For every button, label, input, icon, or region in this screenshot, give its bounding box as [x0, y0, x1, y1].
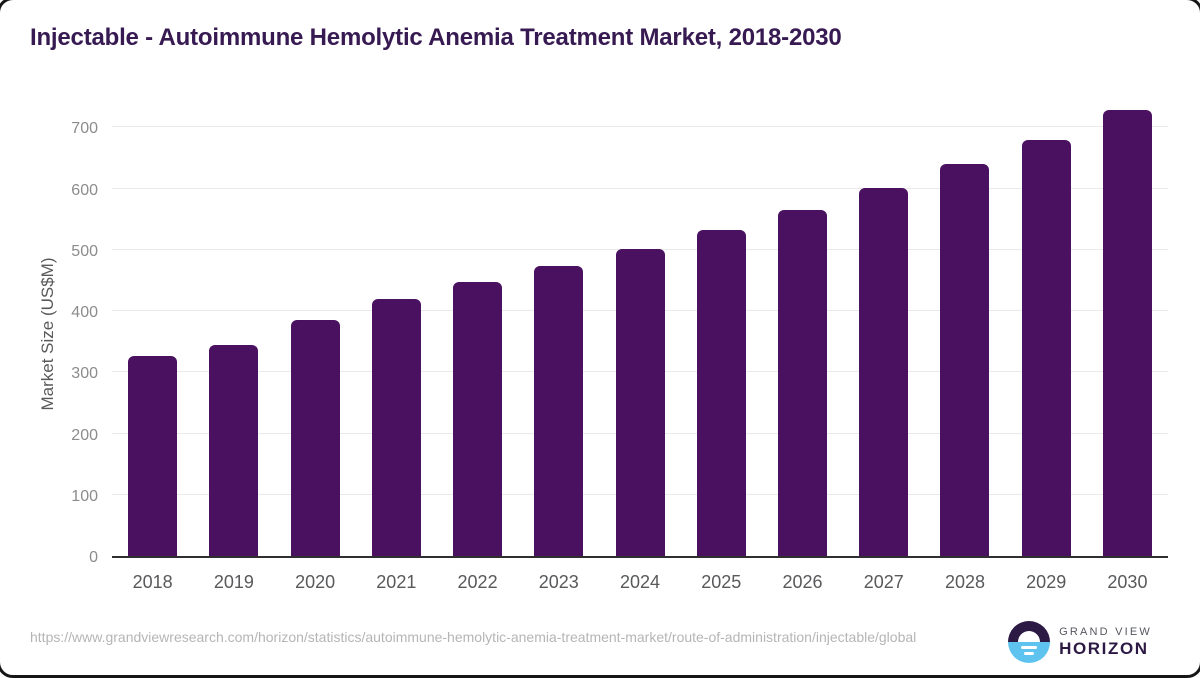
- bar-2030: [1102, 110, 1152, 556]
- bar-slot-2028: [924, 108, 1005, 556]
- x-tick-2022: 2022: [457, 572, 498, 592]
- brand-name-top: GRAND VIEW: [1059, 625, 1152, 638]
- brand-logo-text: GRAND VIEW HORIZON: [1059, 626, 1152, 659]
- bar-slot-2029: [1006, 108, 1087, 556]
- bar-2025: [696, 230, 746, 556]
- gridline-600: [112, 187, 1168, 189]
- bar-slot-2030: [1087, 108, 1168, 556]
- x-tick-2021: 2021: [376, 572, 417, 592]
- bar-slot-2022: [437, 108, 518, 556]
- page-title: Injectable - Autoimmune Hemolytic Anemia…: [30, 24, 842, 51]
- bar-slot-2018: [112, 108, 193, 556]
- y-tick-700: 700: [71, 120, 98, 138]
- bar-slot-2020: [274, 108, 355, 556]
- bar-2019: [209, 344, 259, 556]
- brand-name-bottom: HORIZON: [1059, 638, 1149, 658]
- bar-2028: [940, 164, 990, 556]
- x-tick-2020: 2020: [295, 572, 336, 592]
- x-tick-2019: 2019: [213, 572, 254, 592]
- y-tick-300: 300: [71, 365, 98, 383]
- bar-2018: [128, 356, 178, 556]
- sun-dome-shape: [1018, 631, 1041, 642]
- bar-series: [112, 108, 1168, 556]
- bar-2024: [615, 249, 665, 556]
- x-tick-2030: 2030: [1107, 572, 1148, 592]
- x-tick-2029: 2029: [1026, 572, 1067, 592]
- x-tick-2024: 2024: [620, 572, 661, 592]
- bar-slot-2025: [681, 108, 762, 556]
- bar-2021: [371, 299, 421, 556]
- bar-2027: [859, 188, 909, 556]
- horizon-reflection-line: [1024, 652, 1035, 655]
- horizon-sun-icon: [1008, 621, 1051, 663]
- y-axis-ticks: 0 100 200 300 400 500 600 700: [0, 108, 98, 566]
- x-tick-2018: 2018: [132, 572, 173, 592]
- bar-slot-2021: [356, 108, 437, 556]
- horizon-reflection-line: [1021, 646, 1038, 649]
- y-tick-0: 0: [89, 549, 98, 566]
- bar-2022: [453, 281, 503, 556]
- bar-slot-2026: [762, 108, 843, 556]
- y-tick-100: 100: [71, 487, 98, 505]
- bar-slot-2024: [599, 108, 680, 556]
- bar-2023: [534, 266, 584, 556]
- bar-2020: [290, 320, 340, 556]
- x-tick-2027: 2027: [863, 572, 904, 592]
- x-axis-labels: 2018 2019 2020 2021 2022 2023 2024 2025 2026 2027…: [112, 572, 1168, 593]
- y-tick-200: 200: [71, 426, 98, 444]
- x-tick-2028: 2028: [944, 572, 985, 592]
- bar-slot-2023: [518, 108, 599, 556]
- x-tick-2023: 2023: [538, 572, 579, 592]
- y-tick-500: 500: [71, 242, 98, 260]
- brand-logo: GRAND VIEW HORIZON: [1008, 621, 1152, 663]
- bar-2026: [777, 210, 827, 556]
- bar-slot-2027: [843, 108, 924, 556]
- x-tick-2025: 2025: [701, 572, 742, 592]
- gridline-700: [112, 126, 1168, 128]
- y-tick-400: 400: [71, 304, 98, 322]
- bar-2029: [1021, 139, 1071, 556]
- bar-slot-2019: [193, 108, 274, 556]
- x-tick-2026: 2026: [782, 572, 823, 592]
- y-tick-600: 600: [71, 181, 98, 199]
- source-url: https://www.grandviewresearch.com/horizo…: [30, 629, 917, 645]
- bar-chart-plot-area: [112, 108, 1168, 558]
